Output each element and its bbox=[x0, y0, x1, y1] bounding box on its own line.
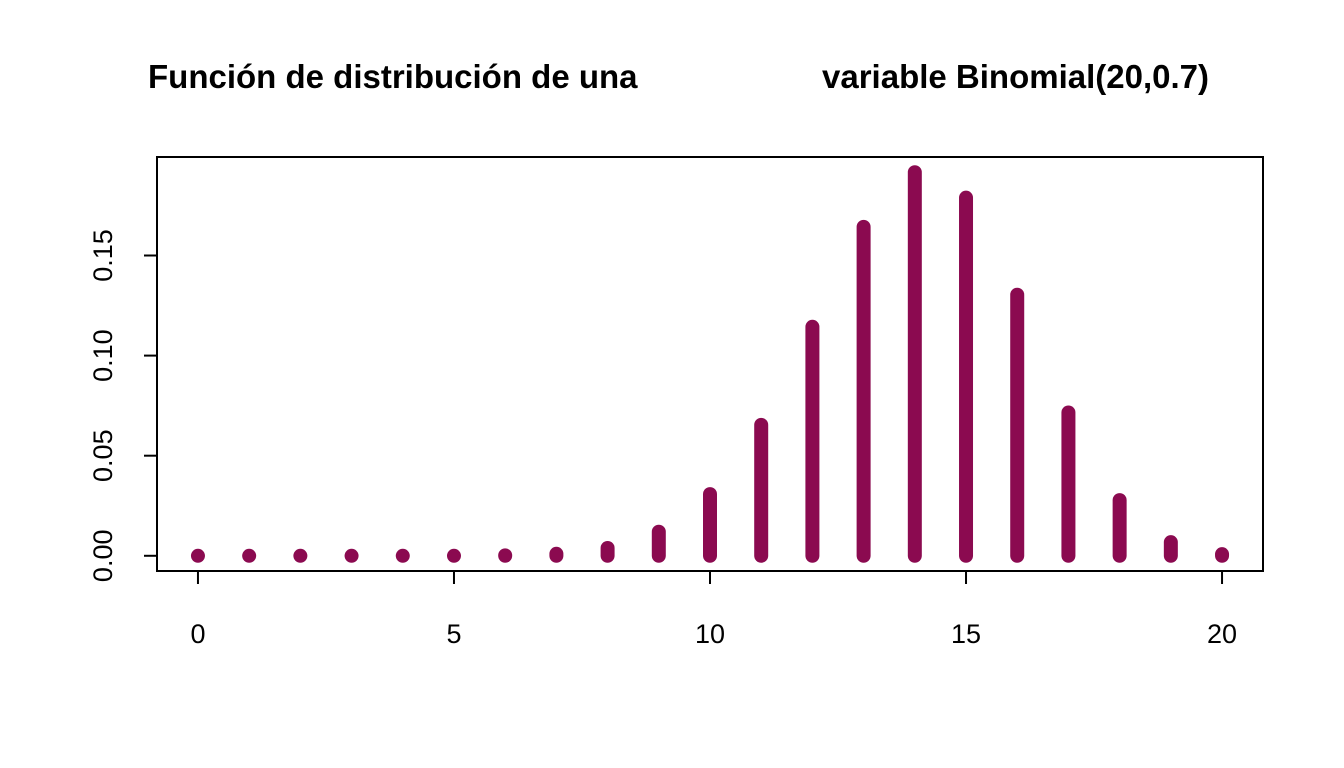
x-tick-label: 5 bbox=[446, 619, 461, 649]
chart-title-right: variable Binomial(20,0.7) bbox=[822, 58, 1209, 95]
x-tick-label: 10 bbox=[695, 619, 725, 649]
chart-title-left: Función de distribución de una bbox=[148, 58, 638, 95]
x-tick-label: 0 bbox=[190, 619, 205, 649]
x-tick-label: 15 bbox=[951, 619, 981, 649]
series-marks bbox=[190, 165, 1230, 563]
y-tick-label: 0.00 bbox=[88, 530, 118, 583]
x-tick-label: 20 bbox=[1207, 619, 1237, 649]
y-tick-label: 0.05 bbox=[88, 429, 118, 482]
y-axis: 0.00 0.05 0.10 0.15 bbox=[88, 229, 158, 583]
y-tick-label: 0.10 bbox=[88, 329, 118, 382]
x-axis: 0 5 10 15 20 bbox=[190, 570, 1237, 649]
y-tick-label: 0.15 bbox=[88, 229, 118, 282]
